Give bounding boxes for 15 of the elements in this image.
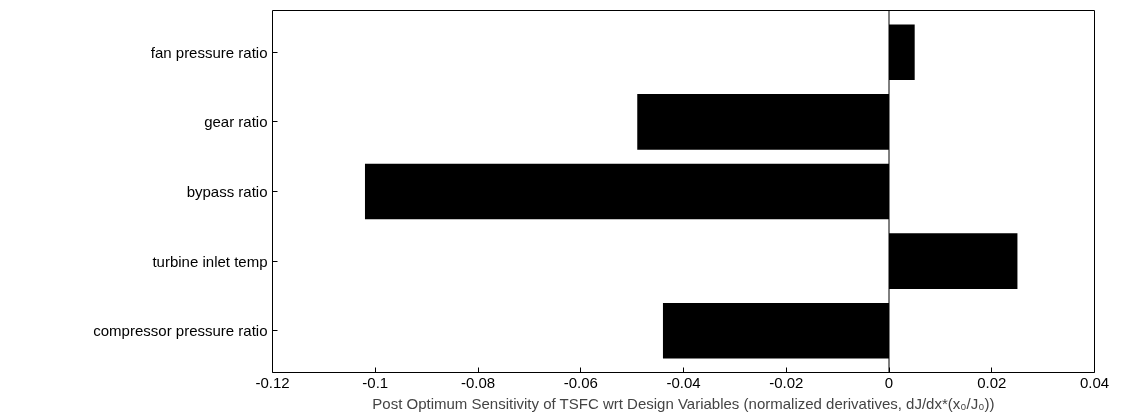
x-tick-label: 0.04	[1079, 373, 1110, 391]
x-tick-label: -0.04	[666, 373, 701, 391]
y-tick-label: bypass ratio	[186, 183, 268, 200]
x-tick-label: -0.02	[769, 373, 804, 391]
x-axis-title: Post Optimum Sensitivity of TSFC wrt Design Variables (normalized derivatives, dJ/dx*(x₀/J₀))	[372, 394, 995, 412]
x-tick-label: 0	[884, 373, 894, 391]
x-tick-label: -0.06	[563, 373, 598, 391]
y-tick-label: turbine inlet temp	[152, 252, 268, 270]
y-tick-label: compressor pressure ratio	[93, 322, 268, 340]
x-tick-label: -0.08	[460, 373, 496, 391]
x-tick-label: 0.02	[977, 373, 1007, 391]
y-tick-label: fan pressure ratio	[150, 43, 268, 61]
x-tick-label: -0.1	[362, 373, 389, 391]
y-tick-label: gear ratio	[204, 113, 268, 131]
x-tick-label: -0.12	[255, 373, 290, 391]
